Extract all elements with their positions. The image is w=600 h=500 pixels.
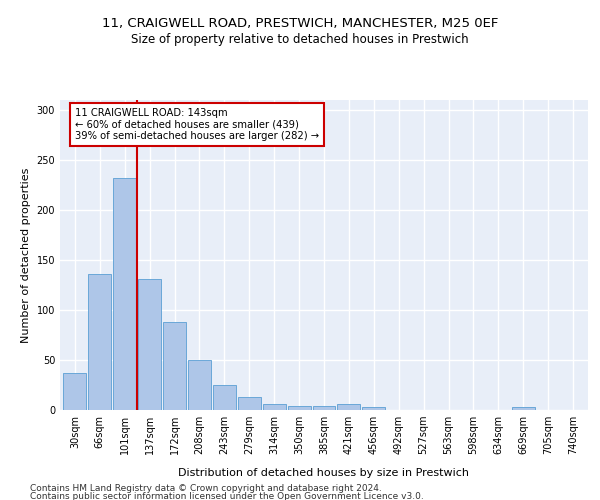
Bar — [337, 404, 361, 410]
Bar — [113, 178, 136, 410]
Bar — [287, 406, 311, 410]
Bar — [88, 274, 112, 410]
Bar — [213, 385, 236, 410]
Bar — [362, 407, 385, 410]
Bar — [188, 360, 211, 410]
Bar — [512, 407, 535, 410]
Text: 11, CRAIGWELL ROAD, PRESTWICH, MANCHESTER, M25 0EF: 11, CRAIGWELL ROAD, PRESTWICH, MANCHESTE… — [102, 18, 498, 30]
Bar — [163, 322, 186, 410]
Text: Size of property relative to detached houses in Prestwich: Size of property relative to detached ho… — [131, 32, 469, 46]
Bar — [138, 279, 161, 410]
Bar — [263, 404, 286, 410]
Y-axis label: Number of detached properties: Number of detached properties — [21, 168, 31, 342]
Bar — [313, 406, 335, 410]
Text: 11 CRAIGWELL ROAD: 143sqm
← 60% of detached houses are smaller (439)
39% of semi: 11 CRAIGWELL ROAD: 143sqm ← 60% of detac… — [75, 108, 319, 141]
Text: Contains public sector information licensed under the Open Government Licence v3: Contains public sector information licen… — [30, 492, 424, 500]
Bar — [238, 397, 261, 410]
Bar — [64, 373, 86, 410]
Text: Contains HM Land Registry data © Crown copyright and database right 2024.: Contains HM Land Registry data © Crown c… — [30, 484, 382, 493]
Text: Distribution of detached houses by size in Prestwich: Distribution of detached houses by size … — [179, 468, 470, 477]
